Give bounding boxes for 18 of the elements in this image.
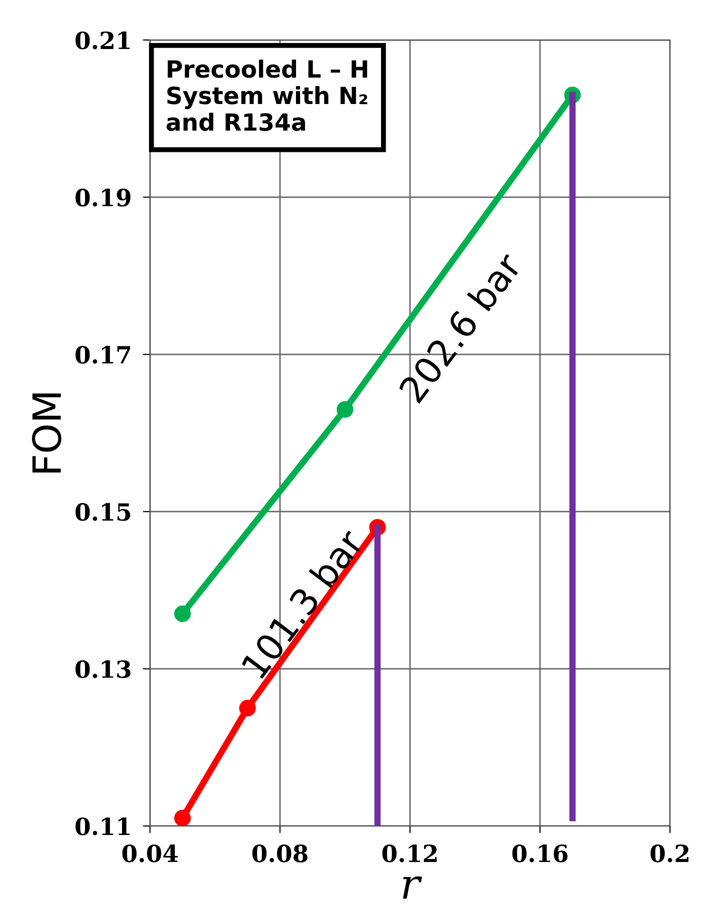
point <box>239 700 256 716</box>
x-tick-label: 0.12 <box>382 844 437 862</box>
x-tick-label: 0.08 <box>252 844 308 862</box>
y-tick-label: 0.15 <box>76 503 130 521</box>
x-tick-label: 0.2 <box>650 844 688 862</box>
x-tick-label: 0.04 <box>122 844 178 862</box>
x-axis-title: r <box>402 876 422 899</box>
point <box>174 810 191 826</box>
y-tick-label: 0.21 <box>76 31 130 50</box>
y-tick-label: 0.17 <box>76 346 130 364</box>
y-tick-label: 0.13 <box>76 660 130 678</box>
x-tick-label: 0.16 <box>512 844 568 862</box>
point <box>174 605 191 622</box>
point <box>336 401 354 418</box>
y-axis-title: FOM <box>32 394 62 472</box>
annotation: Precooled L – H System with N₂ and R134a <box>166 60 368 131</box>
y-tick-label: 0.19 <box>76 188 130 207</box>
y-tick-label: 0.11 <box>76 817 130 836</box>
